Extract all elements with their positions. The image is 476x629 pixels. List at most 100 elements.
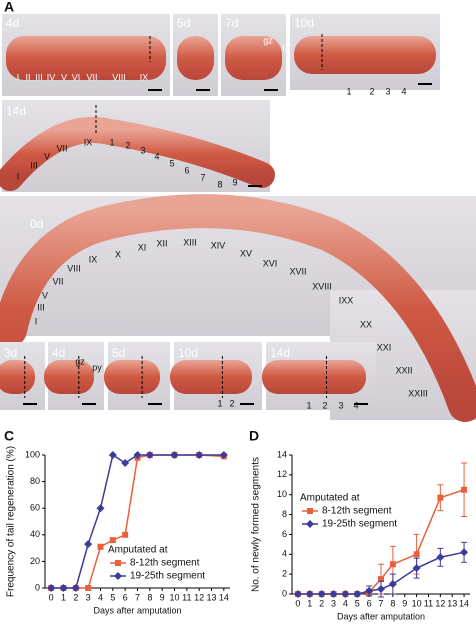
segment-label: VIII <box>67 263 81 273</box>
data-point <box>341 590 350 598</box>
segment-label: VIII <box>112 72 126 82</box>
segment-label: XXII <box>395 365 412 375</box>
data-point <box>461 486 468 493</box>
legend-label: 8-12th segment <box>130 558 200 569</box>
data-point <box>388 580 397 589</box>
data-point <box>133 451 142 459</box>
y-tick-label: 0 <box>282 588 287 598</box>
worm <box>44 360 94 394</box>
y-tick-label: 8 <box>282 509 287 519</box>
data-point <box>437 494 444 501</box>
segment-label: I <box>35 316 38 326</box>
segment-label: XXIII <box>408 388 428 398</box>
data-point <box>96 504 105 513</box>
y-tick-label: 60 <box>30 503 40 513</box>
data-point <box>122 531 129 538</box>
data-point <box>413 551 420 558</box>
legend-label: 19-25th segment <box>130 571 205 582</box>
segment-label: III <box>37 302 45 312</box>
worm <box>177 36 214 80</box>
data-point <box>305 590 314 598</box>
y-axis-title: No. of newly formed segments <box>251 457 262 592</box>
data-point <box>389 561 396 568</box>
segment-label: V <box>42 290 48 300</box>
segment-label: 9 <box>232 177 237 187</box>
legend-title: Amputated at <box>300 493 360 504</box>
panel-letter: C <box>4 428 14 444</box>
segment-label: XV <box>240 248 252 258</box>
x-tick-label: 4 <box>343 598 348 608</box>
data-point <box>460 548 469 557</box>
y-tick-label: 10 <box>277 489 287 499</box>
data-point <box>377 585 385 594</box>
x-axis-title: Days after amputation <box>337 611 425 621</box>
day-label: 3d <box>4 346 17 360</box>
worm <box>6 36 166 80</box>
y-tick-label: 14 <box>277 449 287 459</box>
day-label: 4d <box>52 346 65 360</box>
segment-label: XI <box>138 242 147 252</box>
worm <box>0 116 275 191</box>
data-point <box>412 564 421 573</box>
x-tick-label: 6 <box>367 598 372 608</box>
worm <box>294 36 436 74</box>
data-point <box>84 540 93 549</box>
x-tick-label: 5 <box>355 598 360 608</box>
segment-label: VI <box>72 72 81 82</box>
data-point <box>145 451 154 459</box>
segment-label: py <box>92 362 102 372</box>
y-tick-label: 20 <box>30 556 40 566</box>
legend-label: 19-25th segment <box>322 519 397 530</box>
x-tick-label: 11 <box>182 592 191 602</box>
data-point <box>219 451 228 459</box>
x-tick-label: 9 <box>402 598 407 608</box>
segment-label: 6 <box>184 165 189 175</box>
x-tick-label: 7 <box>135 592 140 602</box>
data-point <box>97 543 104 550</box>
data-point <box>47 584 56 592</box>
data-point <box>329 590 338 598</box>
panel-letter: D <box>249 428 259 444</box>
worm <box>225 36 282 80</box>
segment-label: III <box>35 72 43 82</box>
panel-letter: A <box>4 0 14 15</box>
data-point <box>195 451 204 459</box>
data-point <box>85 585 92 591</box>
x-tick-label: 8 <box>390 598 395 608</box>
y-tick-label: 0 <box>35 582 40 592</box>
x-tick-label: 3 <box>331 598 336 608</box>
data-point <box>317 590 326 598</box>
data-point <box>121 458 130 467</box>
segment-label: 4 <box>401 86 406 96</box>
segment-label: 1 <box>217 398 222 408</box>
segment-label: 3 <box>338 400 343 410</box>
x-tick-label: 0 <box>49 592 54 602</box>
y-tick-label: 80 <box>30 476 40 486</box>
day-label: 14d <box>6 104 26 118</box>
x-tick-label: 4 <box>98 592 103 602</box>
x-tick-label: 1 <box>307 598 312 608</box>
day-label: 0d <box>30 217 43 231</box>
day-label: 5d <box>177 16 190 30</box>
y-tick-label: 4 <box>282 549 287 559</box>
x-tick-label: 2 <box>73 592 78 602</box>
legend-marker <box>114 572 122 580</box>
data-point <box>109 537 116 544</box>
segment-label: 2 <box>322 400 327 410</box>
y-tick-label: 2 <box>282 569 287 579</box>
segment-label: 2 <box>369 86 374 96</box>
data-point <box>71 584 80 592</box>
x-tick-label: 7 <box>378 598 383 608</box>
data-point <box>170 451 179 459</box>
segment-label: 1 <box>109 137 114 147</box>
segment-label: 3 <box>140 145 145 155</box>
day-label: 7d <box>225 16 238 30</box>
segment-label: gz <box>75 356 85 366</box>
segment-label: III <box>30 160 38 170</box>
segment-label: 1 <box>306 400 311 410</box>
data-point <box>59 584 68 592</box>
x-tick-label: 0 <box>295 598 300 608</box>
x-tick-label: 13 <box>206 592 216 602</box>
day-label: 10d <box>294 16 314 30</box>
data-point <box>378 576 384 583</box>
